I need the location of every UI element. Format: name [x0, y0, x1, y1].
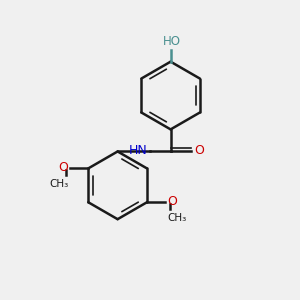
Text: O: O	[167, 195, 177, 208]
Text: O: O	[194, 144, 204, 157]
Text: HO: HO	[163, 35, 181, 48]
Text: O: O	[58, 161, 68, 174]
Text: HN: HN	[129, 144, 148, 157]
Text: CH₃: CH₃	[49, 179, 68, 189]
Text: CH₃: CH₃	[167, 213, 186, 223]
